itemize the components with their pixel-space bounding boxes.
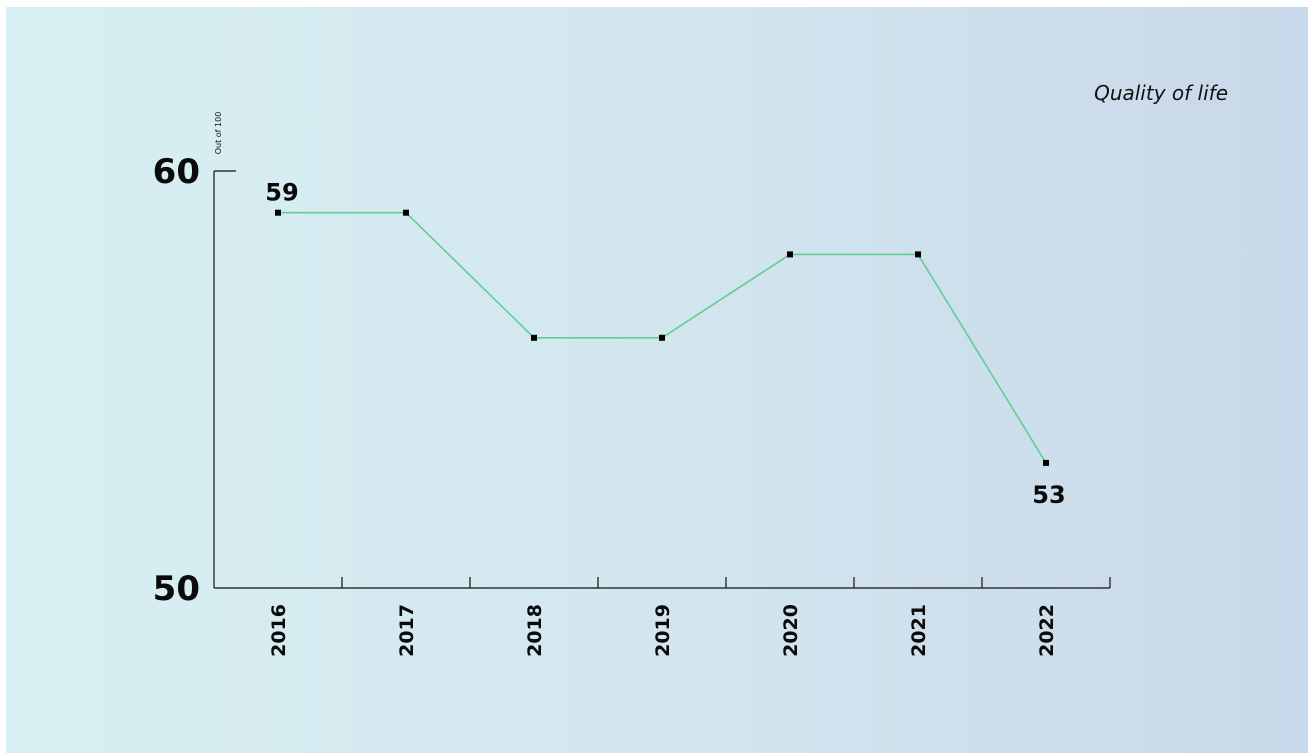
data-point: [275, 209, 281, 216]
data-label: 59: [265, 179, 298, 207]
y-tick-label: 60: [153, 152, 200, 192]
x-tick-label: 2021: [908, 604, 930, 657]
data-point: [915, 251, 921, 258]
data-point: [531, 334, 537, 341]
series: [275, 209, 1049, 466]
x-tick-label: 2022: [1036, 604, 1058, 657]
x-tick-label: 2019: [652, 604, 674, 657]
data-point: [659, 334, 665, 341]
data-point: [403, 209, 409, 216]
x-tick-label: 2017: [396, 604, 418, 657]
data-label: 53: [1032, 481, 1065, 509]
x-tick-label: 2016: [268, 604, 290, 657]
data-point: [1043, 459, 1049, 466]
data-point: [787, 251, 793, 258]
y-unit-label: Out of 100: [214, 112, 223, 155]
x-tick-label: 2018: [524, 604, 546, 657]
x-tick-label: 2020: [780, 604, 802, 657]
chart-background: [6, 7, 1308, 753]
x-axis: 2016 2017 2018 2019 2020 2021 2022: [214, 577, 1111, 657]
y-axis: 60 50: [153, 152, 236, 609]
y-tick-label: 50: [153, 569, 200, 609]
data-labels: 59 53: [265, 179, 1065, 509]
chart-title: Quality of life: [1094, 81, 1228, 105]
